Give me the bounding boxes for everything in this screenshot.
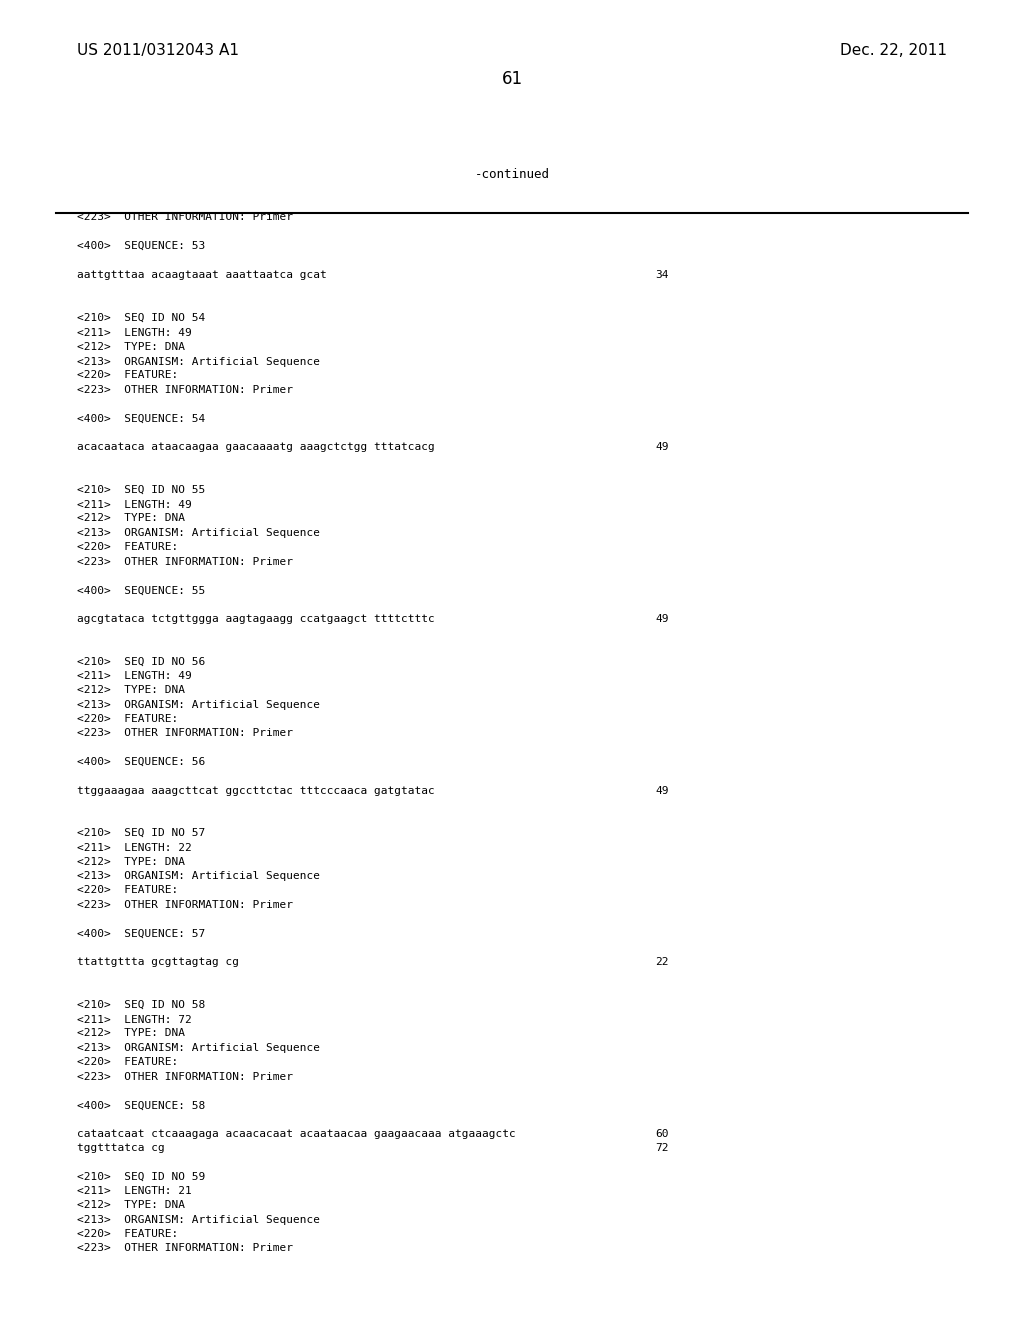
- Text: 49: 49: [655, 785, 669, 796]
- Text: 49: 49: [655, 442, 669, 453]
- Text: <210>  SEQ ID NO 57: <210> SEQ ID NO 57: [77, 828, 205, 838]
- Text: 72: 72: [655, 1143, 669, 1152]
- Text: <210>  SEQ ID NO 56: <210> SEQ ID NO 56: [77, 656, 205, 667]
- Text: <400>  SEQUENCE: 56: <400> SEQUENCE: 56: [77, 758, 205, 767]
- Text: <212>  TYPE: DNA: <212> TYPE: DNA: [77, 513, 184, 523]
- Text: <210>  SEQ ID NO 58: <210> SEQ ID NO 58: [77, 999, 205, 1010]
- Text: <211>  LENGTH: 72: <211> LENGTH: 72: [77, 1015, 191, 1024]
- Text: <400>  SEQUENCE: 57: <400> SEQUENCE: 57: [77, 929, 205, 939]
- Text: <400>  SEQUENCE: 53: <400> SEQUENCE: 53: [77, 242, 205, 251]
- Text: agcgtataca tctgttggga aagtagaagg ccatgaagct ttttctttc: agcgtataca tctgttggga aagtagaagg ccatgaa…: [77, 614, 434, 624]
- Text: <223>  OTHER INFORMATION: Primer: <223> OTHER INFORMATION: Primer: [77, 1072, 293, 1081]
- Text: 22: 22: [655, 957, 669, 968]
- Text: 34: 34: [655, 269, 669, 280]
- Text: <211>  LENGTH: 49: <211> LENGTH: 49: [77, 671, 191, 681]
- Text: <211>  LENGTH: 49: <211> LENGTH: 49: [77, 499, 191, 510]
- Text: Dec. 22, 2011: Dec. 22, 2011: [841, 42, 947, 58]
- Text: <400>  SEQUENCE: 55: <400> SEQUENCE: 55: [77, 585, 205, 595]
- Text: <213>  ORGANISM: Artificial Sequence: <213> ORGANISM: Artificial Sequence: [77, 871, 319, 882]
- Text: <223>  OTHER INFORMATION: Primer: <223> OTHER INFORMATION: Primer: [77, 557, 293, 566]
- Text: <220>  FEATURE:: <220> FEATURE:: [77, 371, 178, 380]
- Text: <212>  TYPE: DNA: <212> TYPE: DNA: [77, 342, 184, 351]
- Text: <212>  TYPE: DNA: <212> TYPE: DNA: [77, 1028, 184, 1039]
- Text: <223>  OTHER INFORMATION: Primer: <223> OTHER INFORMATION: Primer: [77, 900, 293, 909]
- Text: <211>  LENGTH: 22: <211> LENGTH: 22: [77, 843, 191, 853]
- Text: <212>  TYPE: DNA: <212> TYPE: DNA: [77, 857, 184, 867]
- Text: <400>  SEQUENCE: 58: <400> SEQUENCE: 58: [77, 1101, 205, 1110]
- Text: <210>  SEQ ID NO 59: <210> SEQ ID NO 59: [77, 1171, 205, 1181]
- Text: <220>  FEATURE:: <220> FEATURE:: [77, 886, 178, 895]
- Text: <213>  ORGANISM: Artificial Sequence: <213> ORGANISM: Artificial Sequence: [77, 1214, 319, 1225]
- Text: 61: 61: [502, 70, 522, 88]
- Text: <223>  OTHER INFORMATION: Primer: <223> OTHER INFORMATION: Primer: [77, 729, 293, 738]
- Text: <211>  LENGTH: 49: <211> LENGTH: 49: [77, 327, 191, 338]
- Text: 60: 60: [655, 1129, 669, 1139]
- Text: <220>  FEATURE:: <220> FEATURE:: [77, 1229, 178, 1238]
- Text: <223>  OTHER INFORMATION: Primer: <223> OTHER INFORMATION: Primer: [77, 213, 293, 223]
- Text: US 2011/0312043 A1: US 2011/0312043 A1: [77, 42, 239, 58]
- Text: <213>  ORGANISM: Artificial Sequence: <213> ORGANISM: Artificial Sequence: [77, 1043, 319, 1053]
- Text: <213>  ORGANISM: Artificial Sequence: <213> ORGANISM: Artificial Sequence: [77, 356, 319, 367]
- Text: <210>  SEQ ID NO 55: <210> SEQ ID NO 55: [77, 484, 205, 495]
- Text: <220>  FEATURE:: <220> FEATURE:: [77, 543, 178, 552]
- Text: <212>  TYPE: DNA: <212> TYPE: DNA: [77, 685, 184, 696]
- Text: <223>  OTHER INFORMATION: Primer: <223> OTHER INFORMATION: Primer: [77, 1243, 293, 1254]
- Text: aattgtttaa acaagtaaat aaattaatca gcat: aattgtttaa acaagtaaat aaattaatca gcat: [77, 269, 327, 280]
- Text: 49: 49: [655, 614, 669, 624]
- Text: <212>  TYPE: DNA: <212> TYPE: DNA: [77, 1200, 184, 1210]
- Text: <220>  FEATURE:: <220> FEATURE:: [77, 1057, 178, 1067]
- Text: <400>  SEQUENCE: 54: <400> SEQUENCE: 54: [77, 413, 205, 424]
- Text: <220>  FEATURE:: <220> FEATURE:: [77, 714, 178, 723]
- Text: <210>  SEQ ID NO 54: <210> SEQ ID NO 54: [77, 313, 205, 323]
- Text: ttattgttta gcgttagtag cg: ttattgttta gcgttagtag cg: [77, 957, 239, 968]
- Text: -continued: -continued: [474, 168, 550, 181]
- Text: tggtttatca cg: tggtttatca cg: [77, 1143, 165, 1152]
- Text: ttggaaagaa aaagcttcat ggccttctac tttcccaaca gatgtatac: ttggaaagaa aaagcttcat ggccttctac tttccca…: [77, 785, 434, 796]
- Text: <213>  ORGANISM: Artificial Sequence: <213> ORGANISM: Artificial Sequence: [77, 700, 319, 710]
- Text: cataatcaat ctcaaagaga acaacacaat acaataacaa gaagaacaaa atgaaagctc: cataatcaat ctcaaagaga acaacacaat acaataa…: [77, 1129, 515, 1139]
- Text: <211>  LENGTH: 21: <211> LENGTH: 21: [77, 1187, 191, 1196]
- Text: <213>  ORGANISM: Artificial Sequence: <213> ORGANISM: Artificial Sequence: [77, 528, 319, 539]
- Text: acacaataca ataacaagaa gaacaaaatg aaagctctgg tttatcacg: acacaataca ataacaagaa gaacaaaatg aaagctc…: [77, 442, 434, 453]
- Text: <223>  OTHER INFORMATION: Primer: <223> OTHER INFORMATION: Primer: [77, 385, 293, 395]
